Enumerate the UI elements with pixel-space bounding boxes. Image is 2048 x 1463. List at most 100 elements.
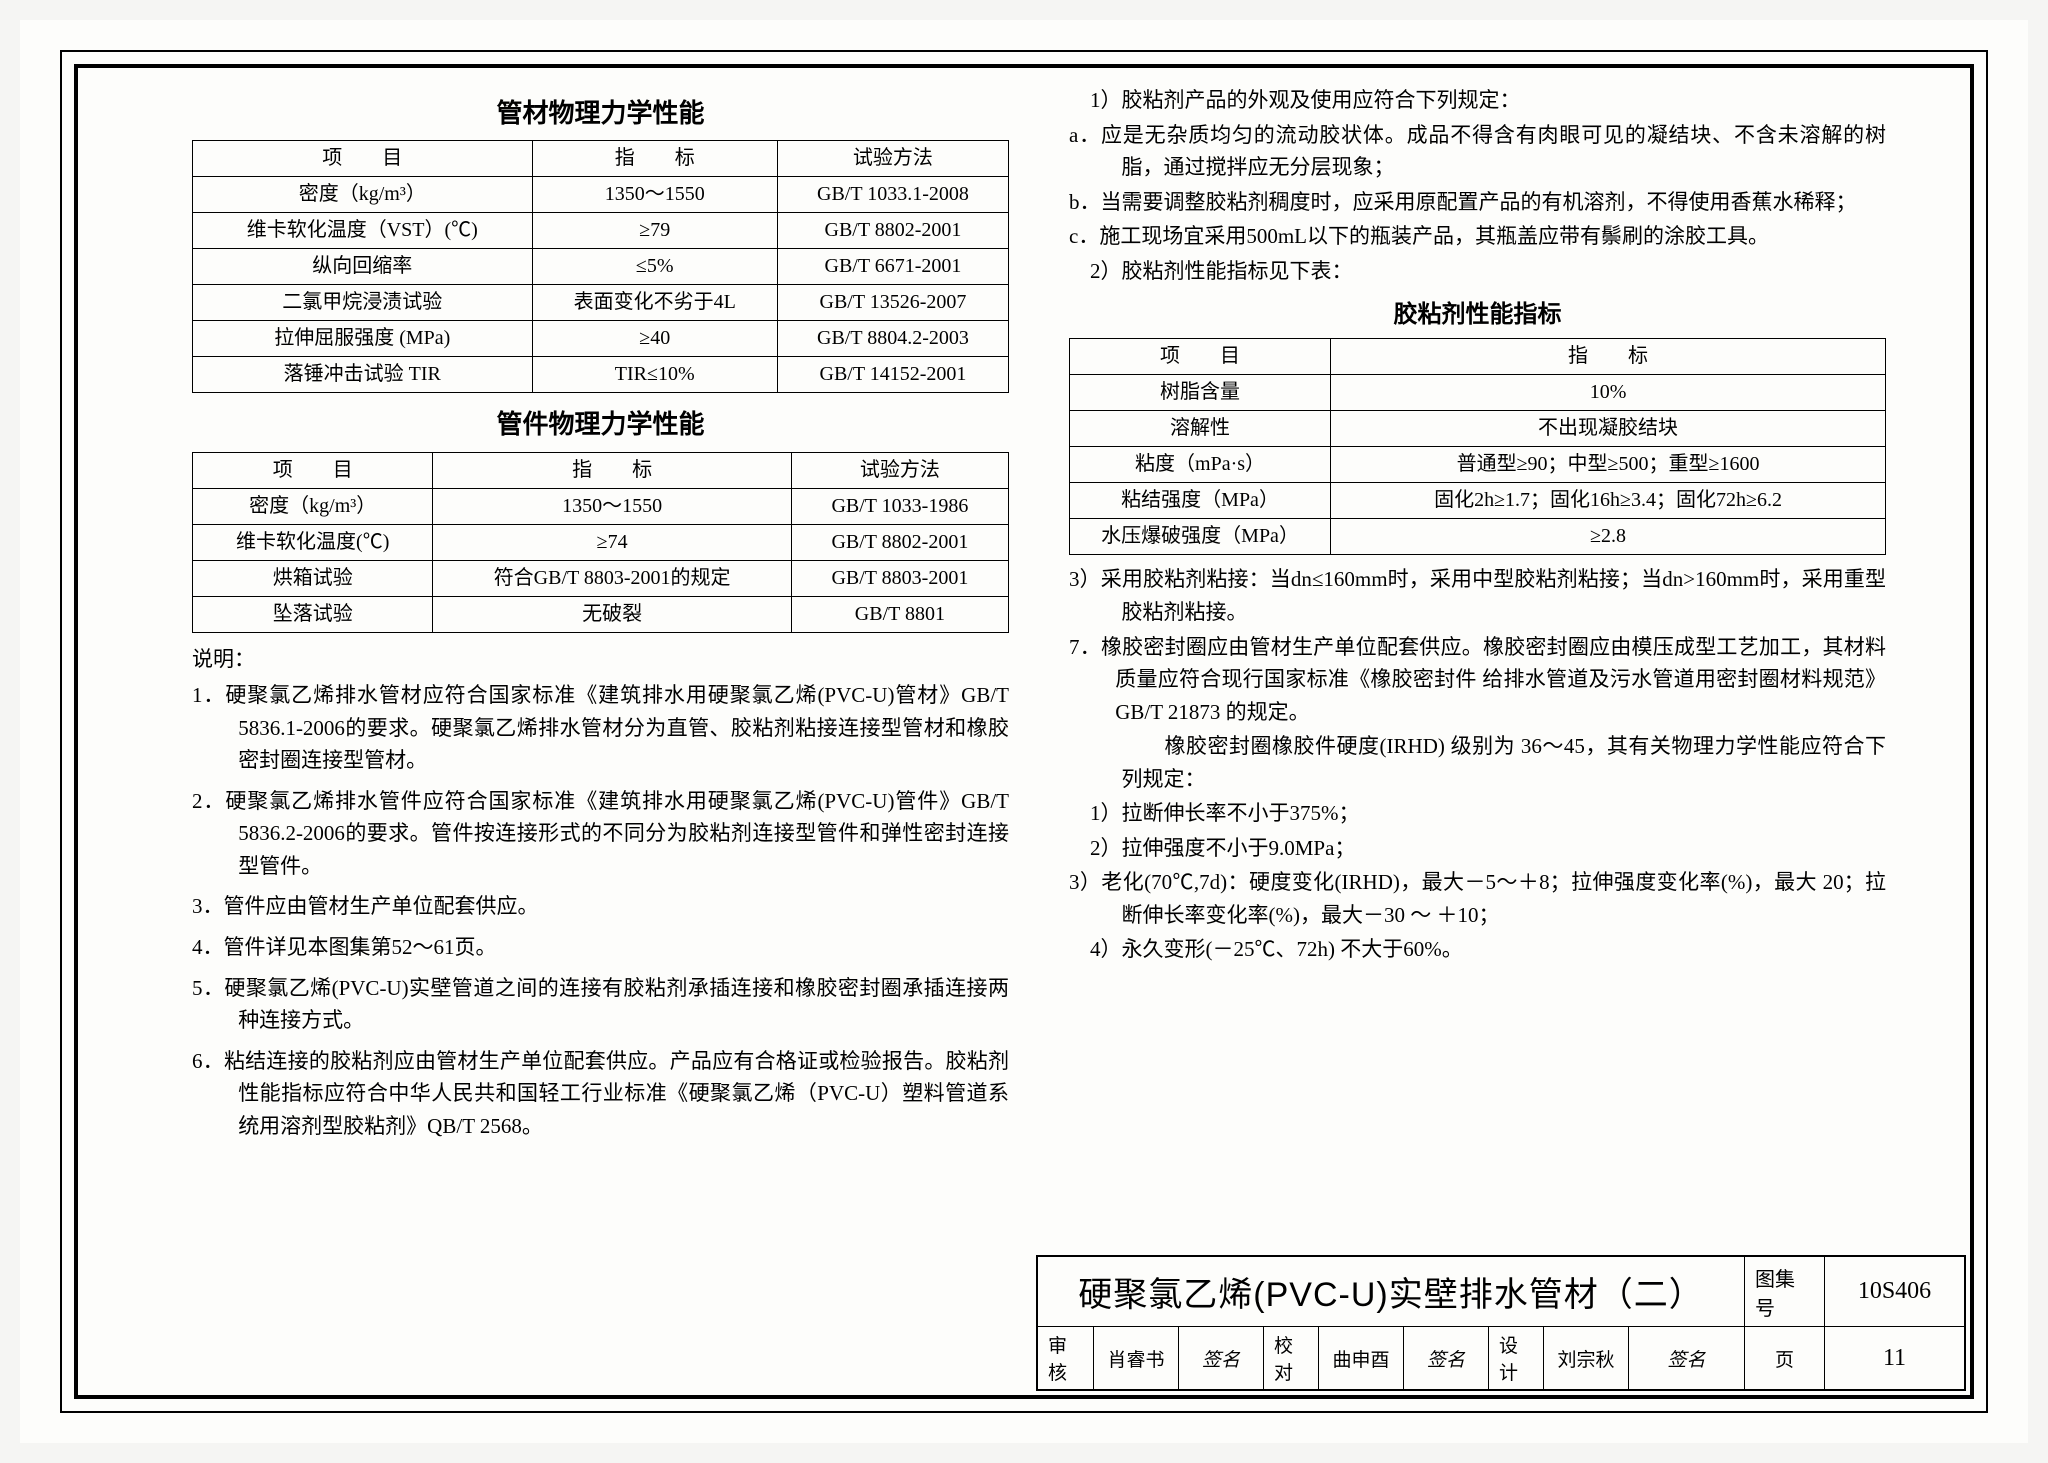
table-row: 维卡软化温度（VST）(℃)≥79GB/T 8802-2001 — [193, 213, 1009, 249]
table3: 项 目 指 标 树脂含量10%溶解性不出现凝胶结块粘度（mPa·s）普通型≥90… — [1069, 338, 1886, 555]
r3: 3）采用胶粘剂粘接：当dn≤160mm时，采用中型胶粘剂粘接；当dn>160mm… — [1069, 563, 1886, 628]
note-item: 3．管件应由管材生产单位配套供应。 — [192, 890, 1009, 923]
content-area: 管材物理力学性能 项 目 指 标 试验方法 密度（kg/m³）1350～1550… — [102, 82, 1946, 1261]
table-cell: ≤5% — [532, 249, 777, 285]
table-row: 二氯甲烷浸渍试验表面变化不劣于4LGB/T 13526-2007 — [193, 285, 1009, 321]
n7b: 橡胶密封圈橡胶件硬度(IRHD) 级别为 36～45，其有关物理力学性能应符合下… — [1069, 730, 1886, 795]
table-cell: 纵向回缩率 — [193, 249, 533, 285]
table-row: 粘度（mPa·s）普通型≥90；中型≥500；重型≥1600 — [1070, 447, 1886, 483]
r2: 2）胶粘剂性能指标见下表： — [1069, 255, 1886, 288]
table-row: 坠落试验无破裂GB/T 8801 — [193, 596, 1009, 632]
设计-sig: 签名 — [1628, 1327, 1744, 1389]
table-cell: 树脂含量 — [1070, 375, 1331, 411]
table-cell: 符合GB/T 8803-2001的规定 — [433, 560, 791, 596]
table1-title: 管材物理力学性能 — [192, 94, 1009, 134]
table-cell: GB/T 8804.2-2003 — [777, 321, 1008, 357]
table3-h1: 指 标 — [1331, 339, 1886, 375]
校对-name: 曲申酉 — [1318, 1327, 1403, 1389]
table-cell: 密度（kg/m³） — [193, 488, 433, 524]
table-cell: GB/T 8802-2001 — [791, 524, 1008, 560]
设计-label: 设计 — [1488, 1327, 1543, 1389]
table-cell: 二氯甲烷浸渍试验 — [193, 285, 533, 321]
note-item: 4．管件详见本图集第52～61页。 — [192, 931, 1009, 964]
table-cell: 维卡软化温度（VST）(℃) — [193, 213, 533, 249]
titleblock: 硬聚氯乙烯(PVC-U)实壁排水管材（二） 图集号 10S406 审核 肖睿书 … — [1036, 1255, 1966, 1391]
table-row: 密度（kg/m³）1350～1550GB/T 1033.1-2008 — [193, 177, 1009, 213]
page-label: 页 — [1744, 1327, 1824, 1389]
table-cell: 粘度（mPa·s） — [1070, 447, 1331, 483]
table-cell: GB/T 8802-2001 — [777, 213, 1008, 249]
table-row: 维卡软化温度(℃)≥74GB/T 8802-2001 — [193, 524, 1009, 560]
table-cell: TIR≤10% — [532, 357, 777, 393]
table2-h1: 指 标 — [433, 452, 791, 488]
table-cell: ≥79 — [532, 213, 777, 249]
table-cell: ≥2.8 — [1331, 519, 1886, 555]
table-row: 拉伸屈服强度 (MPa)≥40GB/T 8804.2-2003 — [193, 321, 1009, 357]
table1-h0: 项 目 — [193, 141, 533, 177]
table-cell: GB/T 1033-1986 — [791, 488, 1008, 524]
table-cell: 不出现凝胶结块 — [1331, 411, 1886, 447]
table-cell: GB/T 8803-2001 — [791, 560, 1008, 596]
table-cell: 表面变化不劣于4L — [532, 285, 777, 321]
table-cell: 水压爆破强度（MPa） — [1070, 519, 1331, 555]
table-cell: 落锤冲击试验 TIR — [193, 357, 533, 393]
n7: 7．橡胶密封圈应由管材生产单位配套供应。橡胶密封圈应由模压成型工艺加工，其材料质… — [1069, 631, 1886, 729]
table-row: 粘结强度（MPa）固化2h≥1.7；固化16h≥3.4；固化72h≥6.2 — [1070, 483, 1886, 519]
table-cell: GB/T 6671-2001 — [777, 249, 1008, 285]
page: 管材物理力学性能 项 目 指 标 试验方法 密度（kg/m³）1350～1550… — [20, 20, 2028, 1443]
notes-lead: 说明： — [192, 643, 1009, 676]
page-value: 11 — [1824, 1327, 1964, 1389]
table-cell: 无破裂 — [433, 596, 791, 632]
审核-name: 肖睿书 — [1093, 1327, 1178, 1389]
table-row: 水压爆破强度（MPa）≥2.8 — [1070, 519, 1886, 555]
table1-h1: 指 标 — [532, 141, 777, 177]
r1-b: b．当需要调整胶粘剂稠度时，应采用原配置产品的有机溶剂，不得使用香蕉水稀释； — [1069, 186, 1886, 219]
table-cell: ≥40 — [532, 321, 777, 357]
table-cell: 固化2h≥1.7；固化16h≥3.4；固化72h≥6.2 — [1331, 483, 1886, 519]
table-cell: 粘结强度（MPa） — [1070, 483, 1331, 519]
table2-h0: 项 目 — [193, 452, 433, 488]
table-cell: 溶解性 — [1070, 411, 1331, 447]
atlas-value: 10S406 — [1824, 1257, 1964, 1326]
s1: 1）拉断伸长率不小于375%； — [1069, 797, 1886, 830]
r1-lead: 1）胶粘剂产品的外观及使用应符合下列规定： — [1069, 84, 1886, 117]
table2-title: 管件物理力学性能 — [192, 405, 1009, 445]
table3-title: 胶粘剂性能指标 — [1069, 297, 1886, 334]
table3-h0: 项 目 — [1070, 339, 1331, 375]
note-item: 5．硬聚氯乙烯(PVC-U)实壁管道之间的连接有胶粘剂承插连接和橡胶密封圈承插连… — [192, 972, 1009, 1037]
table-cell: GB/T 14152-2001 — [777, 357, 1008, 393]
table-cell: GB/T 1033.1-2008 — [777, 177, 1008, 213]
table-cell: GB/T 13526-2007 — [777, 285, 1008, 321]
table2: 项 目 指 标 试验方法 密度（kg/m³）1350～1550GB/T 1033… — [192, 452, 1009, 633]
table-row: 烘箱试验符合GB/T 8803-2001的规定GB/T 8803-2001 — [193, 560, 1009, 596]
right-column: 1）胶粘剂产品的外观及使用应符合下列规定： a．应是无杂质均匀的流动胶状体。成品… — [1059, 82, 1946, 1261]
s2: 2）拉伸强度不小于9.0MPa； — [1069, 832, 1886, 865]
note-item: 2．硬聚氯乙烯排水管件应符合国家标准《建筑排水用硬聚氯乙烯(PVC-U)管件》G… — [192, 785, 1009, 883]
table1: 项 目 指 标 试验方法 密度（kg/m³）1350～1550GB/T 1033… — [192, 140, 1009, 393]
table2-h2: 试验方法 — [791, 452, 1008, 488]
table-cell: 坠落试验 — [193, 596, 433, 632]
left-column: 管材物理力学性能 项 目 指 标 试验方法 密度（kg/m³）1350～1550… — [102, 82, 1019, 1261]
drawing-title: 硬聚氯乙烯(PVC-U)实壁排水管材（二） — [1038, 1257, 1744, 1326]
table-cell: 拉伸屈服强度 (MPa) — [193, 321, 533, 357]
table-cell: ≥74 — [433, 524, 791, 560]
note-item: 1．硬聚氯乙烯排水管材应符合国家标准《建筑排水用硬聚氯乙烯(PVC-U)管材》G… — [192, 679, 1009, 777]
table-cell: GB/T 8801 — [791, 596, 1008, 632]
table-row: 纵向回缩率≤5%GB/T 6671-2001 — [193, 249, 1009, 285]
r1-c: c．施工现场宜采用500mL以下的瓶装产品，其瓶盖应带有鬃刷的涂胶工具。 — [1069, 220, 1886, 253]
table-cell: 10% — [1331, 375, 1886, 411]
note-item: 6．粘结连接的胶粘剂应由管材生产单位配套供应。产品应有合格证或检验报告。胶粘剂性… — [192, 1045, 1009, 1143]
table-row: 树脂含量10% — [1070, 375, 1886, 411]
s4: 4）永久变形(－25℃、72h) 不大于60%。 — [1069, 933, 1886, 966]
审核-sig: 签名 — [1178, 1327, 1263, 1389]
table-cell: 1350～1550 — [433, 488, 791, 524]
atlas-label: 图集号 — [1744, 1257, 1824, 1326]
设计-name: 刘宗秋 — [1543, 1327, 1628, 1389]
table-cell: 1350～1550 — [532, 177, 777, 213]
table-cell: 烘箱试验 — [193, 560, 433, 596]
审核-label: 审核 — [1038, 1327, 1093, 1389]
table-cell: 密度（kg/m³） — [193, 177, 533, 213]
s3: 3）老化(70℃,7d)：硬度变化(IRHD)，最大－5～＋8；拉伸强度变化率(… — [1069, 866, 1886, 931]
table-row: 密度（kg/m³）1350～1550GB/T 1033-1986 — [193, 488, 1009, 524]
table1-h2: 试验方法 — [777, 141, 1008, 177]
